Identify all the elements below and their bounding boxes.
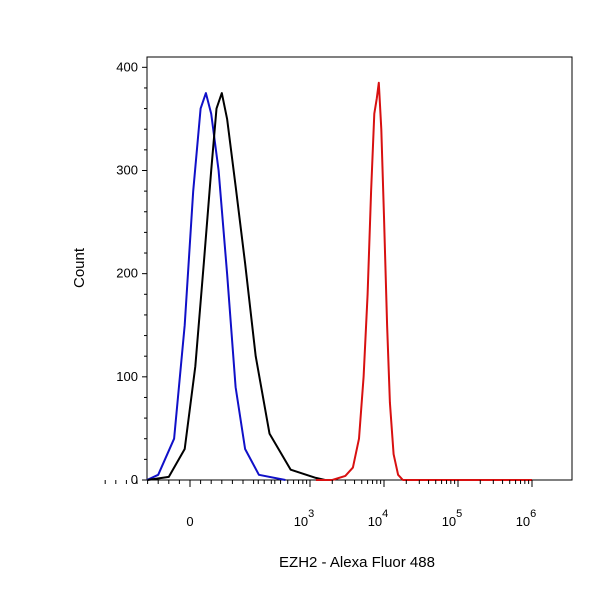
x-axis-title: EZH2 - Alexa Fluor 488 xyxy=(279,554,435,571)
y-tick-label: 400 xyxy=(116,59,138,74)
x-tick-label: 105 xyxy=(442,508,463,529)
histogram-series-line xyxy=(146,92,286,481)
plot-frame xyxy=(146,56,573,481)
y-tick-label: 0 xyxy=(131,472,138,487)
x-tick-label: 0 xyxy=(186,514,193,529)
y-tick-label: 100 xyxy=(116,369,138,384)
x-tick-label: 106 xyxy=(516,508,537,529)
x-tick-label: 103 xyxy=(294,508,315,529)
y-axis-title: Count xyxy=(71,247,88,288)
y-tick-label: 300 xyxy=(116,162,138,177)
x-tick-label: 104 xyxy=(368,508,389,529)
histogram-series-line xyxy=(147,92,326,481)
histogram-series-line xyxy=(315,81,532,481)
y-tick-label: 200 xyxy=(116,266,138,281)
